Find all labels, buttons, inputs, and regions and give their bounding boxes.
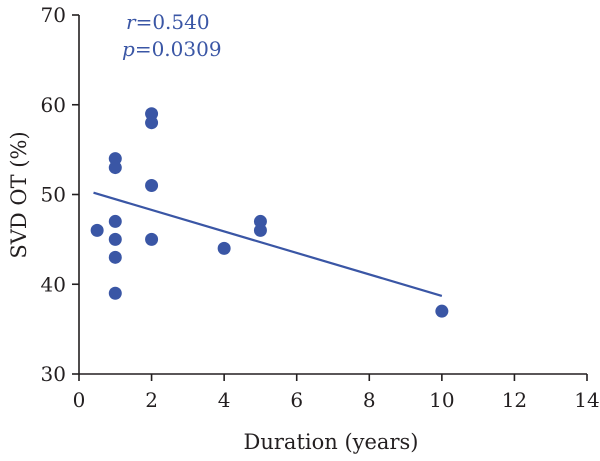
x-axis-title: Duration (years) <box>244 430 419 454</box>
data-point <box>108 286 122 300</box>
data-point <box>108 152 122 166</box>
x-tick-label: 12 <box>502 388 527 412</box>
data-point <box>217 241 231 255</box>
data-point <box>145 107 159 121</box>
x-tick-label: 14 <box>574 388 599 412</box>
x-tick-label: 2 <box>145 388 158 412</box>
data-point <box>108 232 122 246</box>
y-tick-label: 30 <box>41 362 66 386</box>
data-point <box>253 223 267 237</box>
p-symbol: p <box>122 37 135 61</box>
y-tick-label: 60 <box>41 93 66 117</box>
data-point <box>145 179 159 193</box>
data-point <box>108 250 122 264</box>
x-tick-label: 10 <box>429 388 454 412</box>
x-tick-label: 6 <box>290 388 303 412</box>
axes: 0 2 4 6 8 10 12 14 30 40 50 60 70 <box>41 3 600 412</box>
x-tick-label: 4 <box>218 388 231 412</box>
r-value: =0.540 <box>136 10 210 34</box>
x-tick-label: 8 <box>363 388 376 412</box>
data-point <box>108 214 122 228</box>
data-point <box>253 214 267 228</box>
data-point <box>90 223 104 237</box>
y-tick-label: 40 <box>41 272 66 296</box>
r-symbol: r <box>126 10 137 34</box>
y-ticks: 30 40 50 60 70 <box>41 3 79 386</box>
p-value: =0.0309 <box>135 37 222 61</box>
y-tick-label: 50 <box>41 183 66 207</box>
data-point <box>435 304 449 318</box>
data-point <box>145 116 159 130</box>
x-ticks: 0 2 4 6 8 10 12 14 <box>73 374 600 412</box>
correlation-annotation: r=0.540 <box>126 10 210 34</box>
regression-line <box>93 191 443 297</box>
p-value-annotation: p=0.0309 <box>122 37 222 61</box>
data-point <box>108 161 122 175</box>
y-axis-title: SVD OT (%) <box>7 131 31 258</box>
data-points <box>90 107 449 318</box>
y-tick-label: 70 <box>41 3 66 27</box>
x-tick-label: 0 <box>73 388 86 412</box>
data-point <box>145 232 159 246</box>
